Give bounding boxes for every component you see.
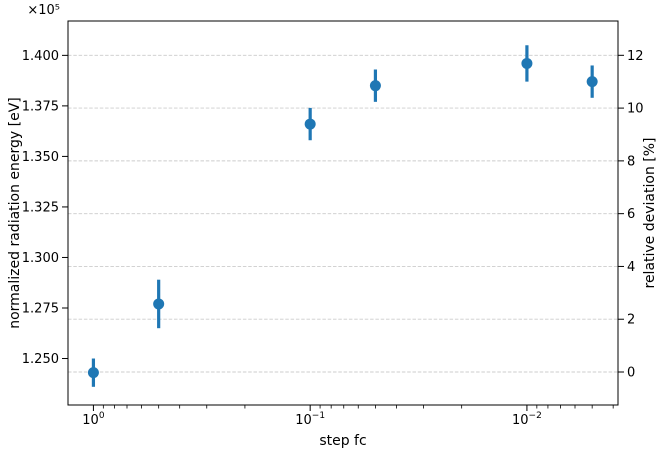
y-right-tick-label: 0 bbox=[627, 366, 635, 381]
y-left-tick-label: 1.400 bbox=[22, 49, 59, 64]
y-right-tick-label: 8 bbox=[627, 154, 635, 169]
y-right-tick-label: 2 bbox=[627, 313, 635, 328]
data-point bbox=[369, 80, 381, 92]
y-left-tick-label: 1.325 bbox=[22, 200, 59, 215]
x-axis-label: step fc bbox=[319, 433, 367, 449]
y-right-tick-label: 6 bbox=[627, 207, 635, 222]
y-left-tick-label: 1.275 bbox=[22, 301, 59, 316]
y-left-tick-label: 1.350 bbox=[22, 150, 59, 165]
y-axis-label-right: relative deviation [%] bbox=[642, 137, 658, 289]
y-left-tick-label: 1.300 bbox=[22, 251, 59, 266]
data-point bbox=[521, 57, 533, 69]
x-tick-label: 100 bbox=[82, 411, 105, 428]
y-left-tick-label: 1.250 bbox=[22, 352, 59, 367]
data-point bbox=[304, 118, 316, 130]
data-point bbox=[586, 76, 598, 88]
y-right-tick-label: 10 bbox=[627, 102, 644, 117]
y-axis-label-left: normalized radiation energy [eV] bbox=[7, 97, 23, 329]
y-axis-offset-text: ×10⁵ bbox=[27, 3, 60, 18]
y-right-tick-label: 4 bbox=[627, 260, 635, 275]
y-left-tick-label: 1.375 bbox=[22, 99, 59, 114]
data-point bbox=[87, 367, 99, 379]
x-tick-label: 10−1 bbox=[295, 411, 325, 428]
y-right-tick-label: 12 bbox=[627, 49, 644, 64]
x-tick-label: 10−2 bbox=[512, 411, 542, 428]
plot-frame bbox=[67, 20, 619, 406]
data-point bbox=[153, 298, 165, 310]
